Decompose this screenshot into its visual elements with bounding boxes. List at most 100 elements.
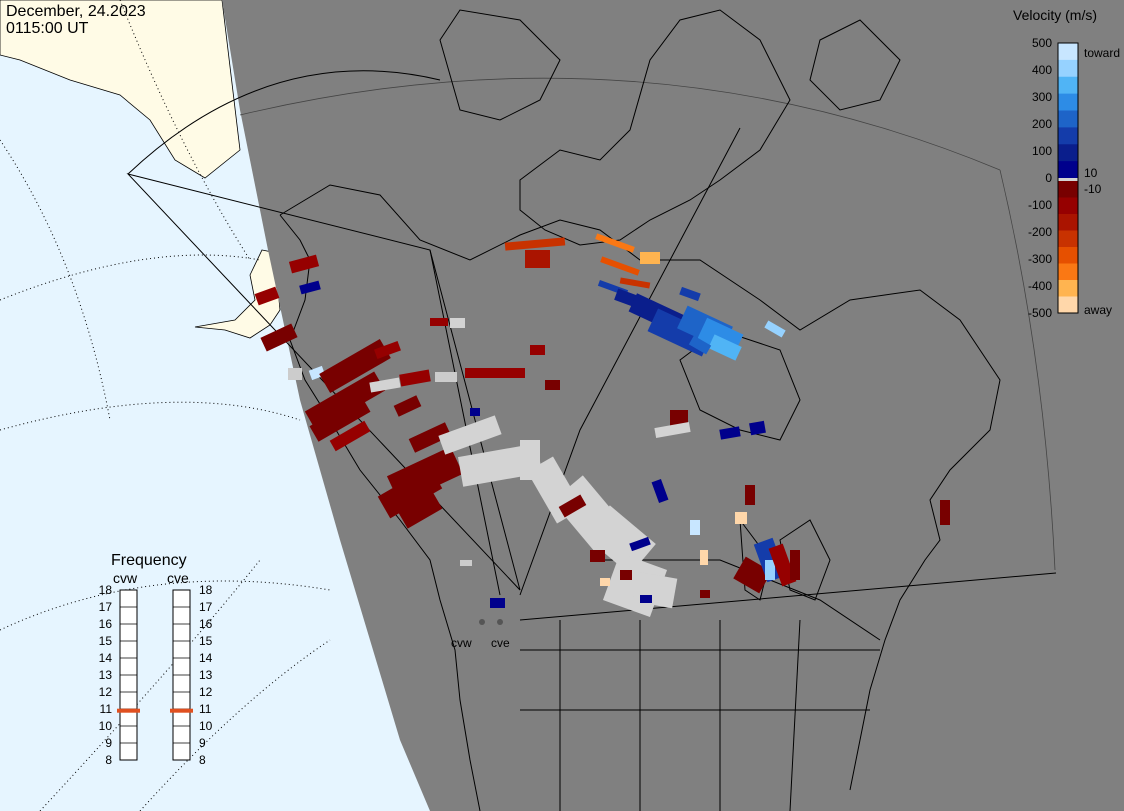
velocity-cell bbox=[708, 334, 742, 361]
velocity-cell bbox=[470, 408, 480, 416]
legend-tick-label: 400 bbox=[1032, 63, 1052, 77]
velocity-cell bbox=[450, 318, 465, 328]
legend-color-swatch bbox=[1058, 76, 1078, 95]
legend-color-swatch bbox=[1058, 181, 1078, 198]
legend-away-label: away bbox=[1084, 303, 1112, 317]
velocity-color-bar bbox=[1057, 42, 1079, 314]
velocity-cell bbox=[768, 543, 797, 587]
frequency-tick-label: 9 bbox=[199, 736, 206, 750]
legend-color-swatch bbox=[1058, 43, 1078, 61]
frequency-indicator-cve bbox=[170, 708, 193, 713]
velocity-cell bbox=[530, 345, 545, 355]
radar-sites: cvw cve bbox=[451, 619, 510, 650]
date-label: December, 24.2023 bbox=[6, 3, 146, 20]
velocity-cell bbox=[288, 368, 302, 380]
velocity-cell bbox=[595, 233, 635, 253]
frequency-title: Frequency bbox=[111, 552, 187, 569]
velocity-legend: Velocity (m/s) 500 400 300 200 100 0 -100 -200 -… bbox=[1013, 7, 1120, 320]
frequency-tick-label: 14 bbox=[99, 651, 113, 665]
frequency-tick-label: 13 bbox=[199, 668, 213, 682]
frequency-tick-label: 18 bbox=[199, 583, 213, 597]
frequency-tick-label: 14 bbox=[199, 651, 213, 665]
velocity-cell bbox=[584, 505, 656, 575]
velocity-cell bbox=[719, 426, 741, 440]
legend-tick-label: -100 bbox=[1028, 198, 1052, 212]
frequency-tick-label: 18 bbox=[99, 583, 113, 597]
frequency-bars: 18 18 17 17 16 16 15 15 14 14 13 13 12 12 11 11 10 10 9 9 8 8 bbox=[99, 583, 213, 767]
velocity-cell bbox=[651, 478, 669, 504]
frequency-tick-label: 12 bbox=[99, 685, 113, 699]
legend-tick-label: -300 bbox=[1028, 252, 1052, 266]
velocity-cell bbox=[690, 520, 700, 535]
legend-tick-label: 100 bbox=[1032, 144, 1052, 158]
velocity-cell bbox=[397, 491, 443, 529]
frequency-panel: Frequency cvw cve 18 18 17 17 16 16 15 15 14 14 13… bbox=[99, 552, 213, 767]
velocity-cell bbox=[399, 369, 431, 387]
frequency-tick-label: 10 bbox=[199, 719, 213, 733]
latitude-longitude-grid bbox=[0, 0, 331, 811]
frequency-tick-label: 12 bbox=[199, 685, 213, 699]
velocity-cell bbox=[764, 320, 786, 338]
velocity-cell bbox=[460, 560, 472, 566]
velocity-cell bbox=[640, 595, 652, 603]
velocity-cell bbox=[688, 335, 712, 355]
frequency-tick-label: 13 bbox=[99, 668, 113, 682]
frequency-tick-label: 9 bbox=[105, 736, 112, 750]
legend-color-swatch bbox=[1058, 110, 1078, 128]
radar-site-cvw-marker bbox=[479, 619, 485, 625]
frequency-tick-label: 15 bbox=[199, 634, 213, 648]
frequency-tick-label: 16 bbox=[99, 617, 113, 631]
velocity-cell bbox=[545, 380, 560, 390]
radar-site-cve-label: cve bbox=[491, 636, 510, 650]
velocity-cell bbox=[435, 372, 457, 382]
velocity-cell bbox=[745, 485, 755, 505]
legend-color-swatch bbox=[1058, 161, 1078, 179]
velocity-cell bbox=[620, 570, 632, 580]
legend-color-swatch bbox=[1058, 144, 1078, 162]
velocity-cell bbox=[679, 286, 701, 302]
legend-color-swatch bbox=[1058, 247, 1078, 264]
legend-tick-label: -400 bbox=[1028, 279, 1052, 293]
frequency-indicator-cvw bbox=[117, 708, 140, 713]
night-region bbox=[222, 0, 1124, 811]
legend-tick-label: 500 bbox=[1032, 36, 1052, 50]
legend-small-pos-label: 10 bbox=[1084, 166, 1098, 180]
velocity-cell bbox=[369, 377, 401, 393]
legend-color-swatch bbox=[1058, 93, 1078, 111]
velocity-tick-labels: 500 400 300 200 100 0 -100 -200 -300 -400 -500 bbox=[1028, 36, 1052, 320]
frequency-tick-label: 16 bbox=[199, 617, 213, 631]
legend-color-swatch bbox=[1058, 230, 1078, 248]
velocity-cell bbox=[790, 550, 800, 580]
velocity-cell bbox=[377, 466, 443, 519]
radar-site-cvw-label: cvw bbox=[451, 636, 472, 650]
velocity-cell bbox=[640, 252, 660, 264]
velocity-cell bbox=[733, 556, 772, 594]
legend-color-swatch bbox=[1058, 280, 1078, 297]
frequency-tick-label: 8 bbox=[105, 753, 112, 767]
velocity-cell bbox=[670, 410, 688, 426]
velocity-cell bbox=[735, 512, 747, 524]
velocity-cell bbox=[600, 256, 640, 276]
velocity-cell bbox=[319, 338, 391, 394]
legend-ground-scatter-swatch bbox=[1058, 178, 1078, 181]
legend-color-swatch bbox=[1058, 197, 1078, 215]
velocity-cell bbox=[504, 237, 566, 251]
frequency-tick-label: 15 bbox=[99, 634, 113, 648]
legend-frame bbox=[1057, 42, 1079, 314]
frequency-station-cve: cve bbox=[167, 570, 189, 586]
legend-tick-label: -200 bbox=[1028, 225, 1052, 239]
velocity-data-cells bbox=[254, 233, 950, 618]
velocity-cell bbox=[654, 422, 691, 438]
time-label: 0115:00 UT bbox=[6, 20, 89, 37]
velocity-cell bbox=[309, 396, 371, 442]
legend-tick-label: -500 bbox=[1028, 306, 1052, 320]
velocity-cell bbox=[940, 500, 950, 525]
velocity-cell bbox=[700, 550, 708, 565]
velocity-cell bbox=[374, 341, 401, 359]
velocity-cell bbox=[393, 395, 422, 417]
velocity-cell bbox=[299, 280, 321, 295]
velocity-cell bbox=[465, 368, 525, 378]
velocity-cell bbox=[629, 536, 651, 552]
legend-tick-label: 0 bbox=[1045, 171, 1052, 185]
